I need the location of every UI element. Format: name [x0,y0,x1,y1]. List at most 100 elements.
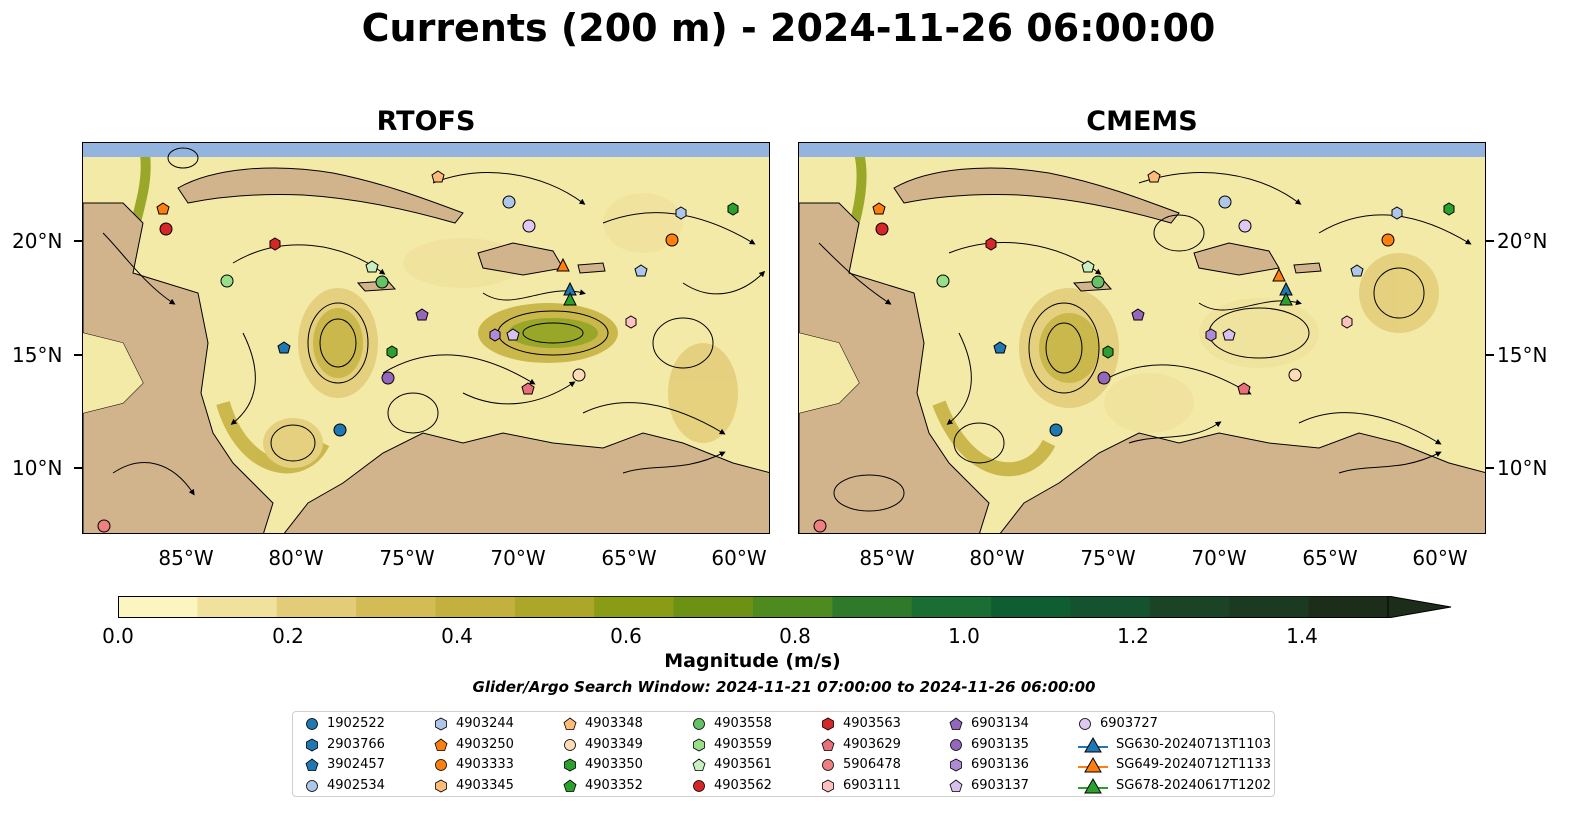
colorbar-segment [991,596,1072,618]
lat-tick-left-20: 20°N [12,229,63,253]
legend-label: 4903333 [456,757,514,772]
rtofs-map-panel [82,142,770,534]
lon-tick-left-80: 80°W [268,546,324,570]
legend-item: 2903766 [305,735,385,755]
legend-label: 4903350 [585,757,643,772]
hexagon-marker-icon [822,717,834,731]
lon-tick-right-85: 85°W [859,546,915,570]
hexagon-marker-icon [693,738,705,751]
pentagon-marker-icon [821,738,835,751]
legend-label: 1902522 [327,716,385,731]
triangle-marker-icon [1078,777,1108,793]
legend-item: 1902522 [305,714,385,734]
rtofs-map-drawing [83,143,769,533]
hexagon-marker-icon [435,779,447,792]
legend: 1902522 2903766 3902457 4902534 4903244 49032… [292,711,1275,797]
circle-marker-icon [693,779,705,792]
legend-item: 5906478 [821,755,901,775]
lat-tickmark [1486,354,1494,356]
legend-item: SG630-20240713T1103 [1078,735,1271,755]
circle-marker-icon [693,718,705,730]
legend-item: SG678-20240617T1202 [1078,776,1271,796]
panel-title-cmems: CMEMS [1086,106,1198,137]
legend-item: SG649-20240712T1133 [1078,755,1271,775]
legend-label: 6903137 [971,777,1029,793]
legend-item: 4903352 [563,776,643,796]
legend-label: 4903348 [585,716,643,731]
legend-item: 4902534 [305,776,385,796]
legend-label: 6903135 [971,736,1029,752]
colorbar-segment [435,596,516,618]
lon-tick-left-60: 60°W [711,546,767,570]
legend-label: 4903349 [585,736,643,752]
circle-marker-icon [435,759,447,771]
legend-label: SG678-20240617T1202 [1116,777,1272,793]
hexagon-marker-icon [950,758,962,772]
pentagon-marker-icon [434,738,448,751]
lat-tick-right-10: 10°N [1497,456,1548,480]
lat-tick-right-15: 15°N [1497,343,1548,367]
lat-tickmark [1486,467,1494,469]
legend-item: 4903250 [434,735,514,755]
lon-tick-left-70: 70°W [490,546,546,570]
legend-label: 4903558 [714,716,772,731]
legend-label: 6903134 [971,716,1029,731]
legend-item: 4903562 [692,776,772,796]
legend-label: 4903562 [714,777,772,793]
colorbar-tick: 0.6 [610,624,642,648]
colorbar-outline [118,596,1389,618]
legend-item: 6903134 [949,714,1029,734]
circle-marker-icon [564,738,576,751]
triangle-marker-icon [1078,756,1108,773]
legend-item: 4903349 [563,735,643,755]
legend-label: 4903352 [585,777,643,793]
legend-label: 4903563 [843,716,901,731]
legend-label: 4903345 [456,777,514,793]
pentagon-marker-icon [949,779,963,792]
lon-tick-right-60: 60°W [1412,546,1468,570]
colorbar-segment [911,596,992,618]
colorbar-tick: 1.0 [948,624,980,648]
colorbar-segment [1308,596,1389,618]
legend-item: 4903333 [434,755,514,775]
circle-marker-icon [306,718,318,730]
legend-label: 4903559 [714,736,772,752]
legend-label: 6903727 [1100,716,1158,731]
lat-tickmark [1486,240,1494,242]
colorbar-segment [1149,596,1230,618]
figure-title: Currents (200 m) - 2024-11-26 06:00:00 [361,6,1216,50]
colorbar-segment [197,596,278,618]
legend-item: 4903629 [821,735,901,755]
lat-tickmark [74,467,82,469]
legend-item: 3902457 [305,755,385,775]
legend-label: 6903136 [971,757,1029,772]
legend-item: 6903135 [949,735,1029,755]
colorbar-segment [276,596,357,618]
colorbar-tick: 0.0 [102,624,134,648]
hexagon-marker-icon [822,779,834,792]
colorbar-segment [1229,596,1310,618]
legend-item: 6903111 [821,776,901,796]
hexagon-marker-icon [306,738,318,751]
pentagon-marker-icon [949,717,963,730]
pentagon-marker-icon [563,779,577,792]
lat-tick-right-20: 20°N [1497,229,1548,253]
cmems-map-panel [798,142,1486,534]
lon-tick-left-75: 75°W [379,546,435,570]
legend-item: 6903136 [949,755,1029,775]
circle-marker-icon [950,738,962,751]
lon-tick-right-75: 75°W [1080,546,1136,570]
lon-tick-left-65: 65°W [601,546,657,570]
colorbar-label: Magnitude (m/s) [664,650,841,672]
legend-label: 4903250 [456,736,514,752]
circle-marker-icon [306,779,318,792]
legend-item: 4903345 [434,776,514,796]
colorbar-tick: 0.8 [779,624,811,648]
colorbar-tick: 0.4 [441,624,473,648]
legend-item: 4903244 [434,714,514,734]
colorbar-tick: 1.2 [1117,624,1149,648]
pentagon-marker-icon [563,717,577,730]
colorbar [118,596,1452,618]
circle-marker-icon [1079,718,1091,730]
lon-tick-right-65: 65°W [1302,546,1358,570]
